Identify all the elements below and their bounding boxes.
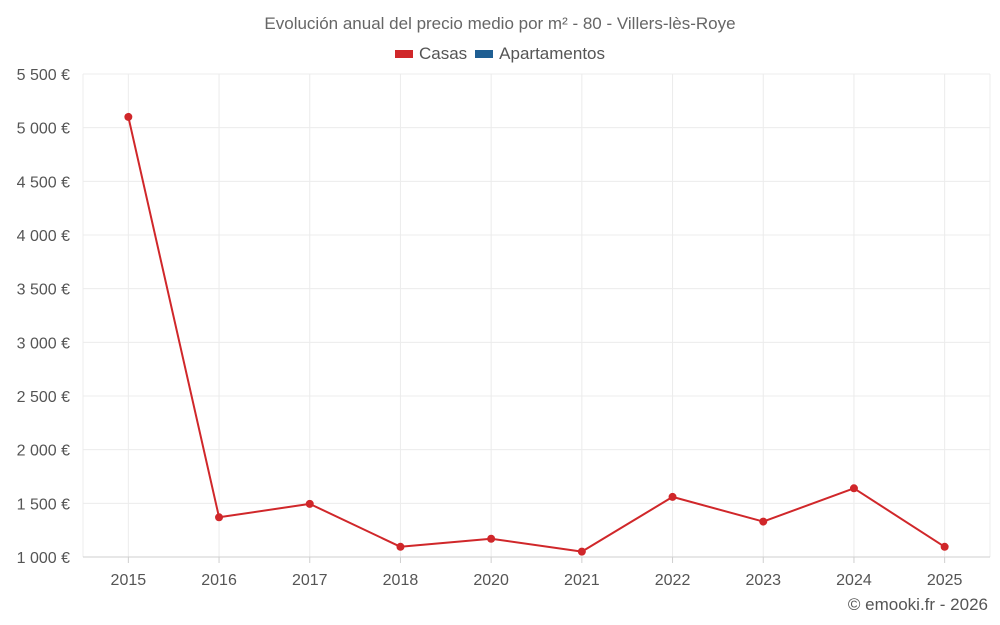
data-point-casas xyxy=(849,484,858,493)
legend-swatch-casas xyxy=(394,50,413,58)
data-point-casas xyxy=(215,513,224,522)
x-tick-label: 2021 xyxy=(564,572,600,589)
y-tick-label: 5 500 € xyxy=(17,67,70,84)
x-tick-label: 2023 xyxy=(745,572,781,589)
y-tick-label: 4 000 € xyxy=(17,228,70,245)
x-tick-label: 2024 xyxy=(836,572,872,589)
x-tick-label: 2017 xyxy=(292,572,328,589)
x-tick-label: 2016 xyxy=(201,572,237,589)
y-tick-label: 5 000 € xyxy=(17,121,70,138)
legend-label-apartamentos: Apartamentos xyxy=(499,44,606,63)
data-point-casas xyxy=(940,542,949,551)
x-tick-label: 2018 xyxy=(383,572,419,589)
data-point-casas xyxy=(396,542,405,551)
x-tick-label: 2025 xyxy=(927,572,963,589)
y-tick-label: 2 500 € xyxy=(17,389,70,406)
x-tick-label: 2022 xyxy=(655,572,691,589)
series-line-casas xyxy=(127,116,946,553)
y-tick-label: 1 500 € xyxy=(17,496,70,513)
legend-label-casas: Casas xyxy=(418,44,468,63)
data-point-casas xyxy=(487,534,496,543)
y-tick-label: 3 000 € xyxy=(17,335,70,352)
chart-legend: Casas Apartamentos xyxy=(0,44,1000,64)
data-point-casas xyxy=(577,547,586,556)
y-tick-label: 2 000 € xyxy=(17,443,70,460)
data-point-casas xyxy=(668,492,677,501)
y-tick-label: 3 500 € xyxy=(17,282,70,299)
legend-item-casas[interactable]: Casas xyxy=(394,44,468,64)
chart-title: Evolución anual del precio medio por m² … xyxy=(264,14,736,33)
legend-swatch-apartamentos xyxy=(475,50,494,58)
x-tick-label: 2015 xyxy=(111,572,147,589)
y-tick-label: 4 500 € xyxy=(17,174,70,191)
y-tick-label: 1 000 € xyxy=(17,550,70,567)
data-point-casas xyxy=(124,112,133,121)
data-point-casas xyxy=(759,517,768,526)
data-point-casas xyxy=(305,499,314,508)
legend-item-apartamentos[interactable]: Apartamentos xyxy=(475,44,605,64)
x-tick-label: 2020 xyxy=(473,572,509,589)
copyright-credit: © emooki.fr - 2026 xyxy=(847,595,988,614)
